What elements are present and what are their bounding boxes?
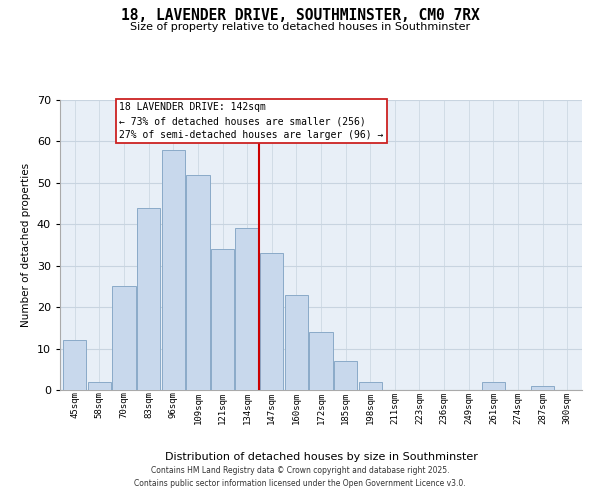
Bar xyxy=(161,150,185,390)
Text: 18, LAVENDER DRIVE, SOUTHMINSTER, CM0 7RX: 18, LAVENDER DRIVE, SOUTHMINSTER, CM0 7R… xyxy=(121,8,479,22)
Bar xyxy=(235,228,259,390)
Text: Size of property relative to detached houses in Southminster: Size of property relative to detached ho… xyxy=(130,22,470,32)
Bar xyxy=(137,208,160,390)
Bar xyxy=(211,249,234,390)
Bar xyxy=(531,386,554,390)
Y-axis label: Number of detached properties: Number of detached properties xyxy=(21,163,31,327)
Bar xyxy=(186,174,209,390)
Bar xyxy=(112,286,136,390)
Bar xyxy=(63,340,86,390)
Bar xyxy=(260,254,283,390)
Bar xyxy=(88,382,111,390)
Text: Contains HM Land Registry data © Crown copyright and database right 2025.
Contai: Contains HM Land Registry data © Crown c… xyxy=(134,466,466,487)
Bar xyxy=(359,382,382,390)
Bar xyxy=(334,361,358,390)
Bar xyxy=(482,382,505,390)
Text: Distribution of detached houses by size in Southminster: Distribution of detached houses by size … xyxy=(164,452,478,462)
Bar xyxy=(284,294,308,390)
Text: 18 LAVENDER DRIVE: 142sqm
← 73% of detached houses are smaller (256)
27% of semi: 18 LAVENDER DRIVE: 142sqm ← 73% of detac… xyxy=(119,102,383,140)
Bar xyxy=(310,332,332,390)
